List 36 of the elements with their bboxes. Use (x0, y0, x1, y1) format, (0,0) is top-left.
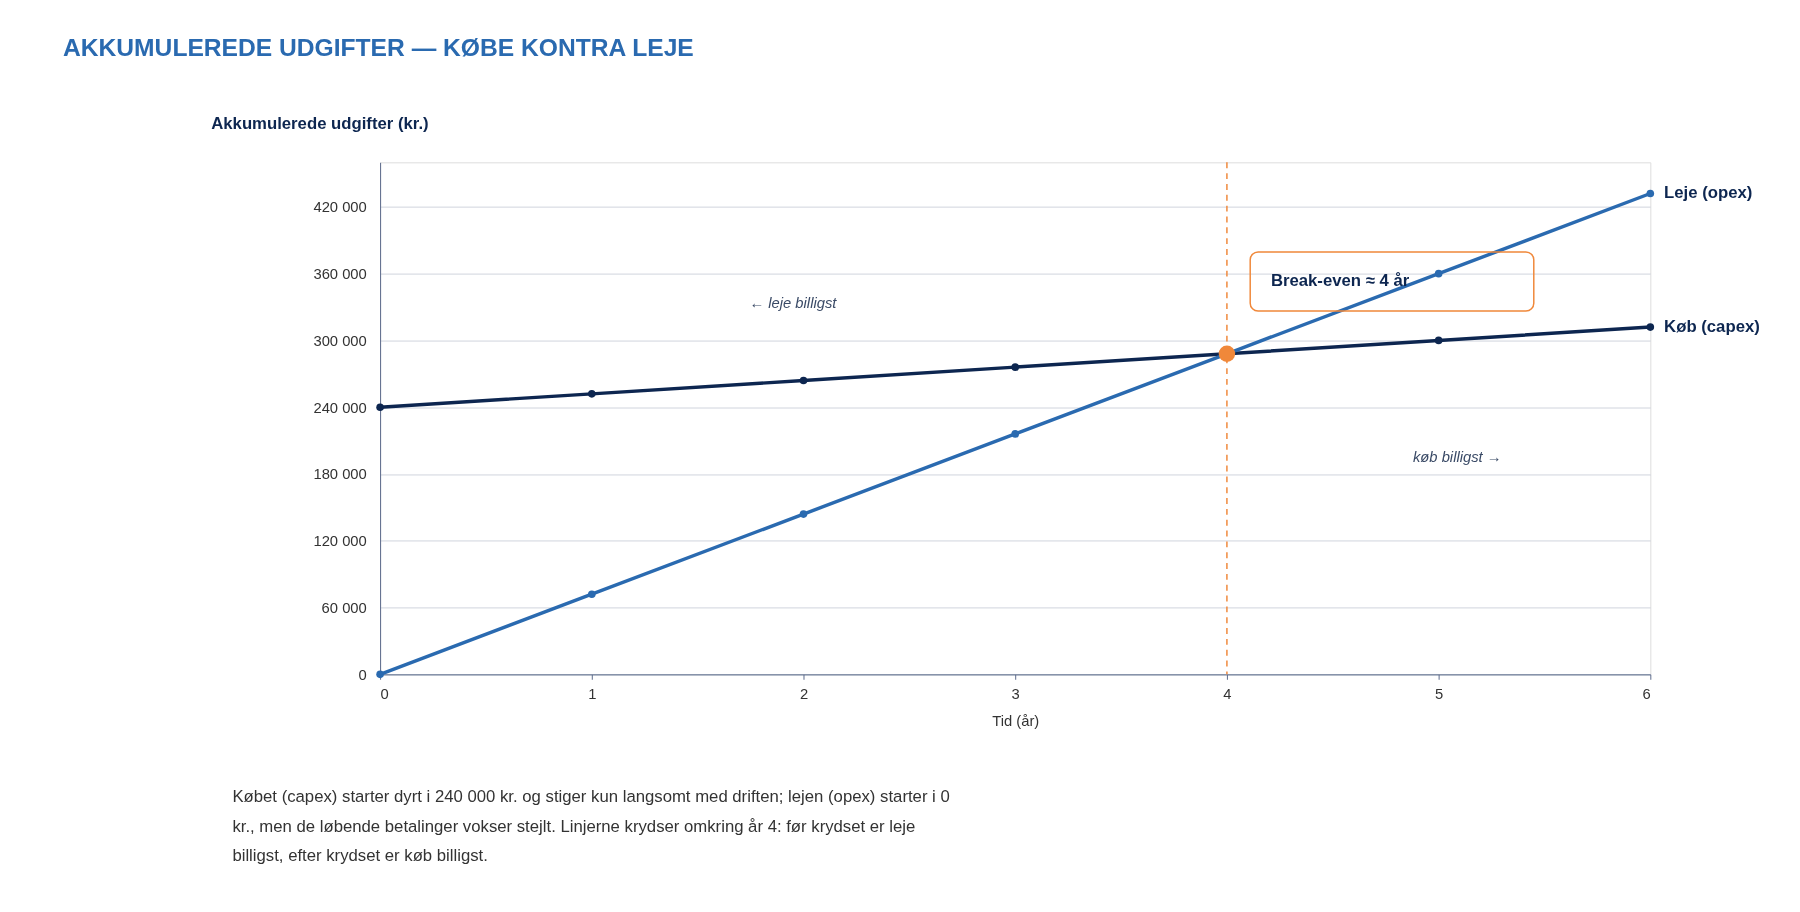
x-tick-label: 1 (588, 686, 597, 703)
x-axis-title: Tid (år) (992, 713, 1040, 730)
y-tick-label: 360 000 (313, 266, 367, 283)
y-tick-label: 420 000 (313, 199, 367, 216)
series-label: Leje (opex) (1664, 183, 1753, 203)
point (1646, 189, 1655, 198)
point (1434, 269, 1443, 278)
y-tick-label: 300 000 (313, 332, 367, 349)
x-tick-label: 3 (1011, 686, 1020, 703)
x-tick-label: 4 (1223, 686, 1232, 703)
point (799, 510, 808, 518)
text: Købet (capex) starter dyrt i 240 000 kr. og stiger kun langsomt med driften; lejen (opex) starter i 0 kr., men de løbende betalinger vokser stejlt. Linjerne krydser omkring år 4: før krydset er leje billigst, efter krydset er køb billigst. (232, 787, 950, 866)
chart-title: AKKUMULEREDE UDGIFTER — KØBE KONTRA LEJE (63, 33, 694, 61)
y-tick-label: 240 000 (313, 399, 367, 416)
y-axis-title: Akkumulerede udgifter (kr.) (211, 114, 429, 134)
point (799, 376, 808, 385)
point (1218, 345, 1236, 363)
x-tick-label: 2 (799, 686, 809, 703)
x-tick-label: 6 (1642, 686, 1651, 703)
x-tick-label: 5 (1435, 686, 1444, 703)
y-tick-label: 180 000 (313, 466, 367, 483)
y-tick-label: 0 (358, 666, 367, 683)
annotation: køb billigst → (1412, 448, 1502, 465)
point (376, 403, 384, 412)
annotation: ← leje billigst (749, 295, 838, 312)
series-label: Køb (capex) (1664, 316, 1760, 336)
x-tick-label: 0 (380, 686, 389, 703)
point (1434, 336, 1443, 345)
y-tick-label: 60 000 (321, 599, 367, 616)
point (587, 390, 596, 398)
y-tick-label: 120 000 (313, 533, 367, 550)
annotation: Break-even ≈ 4 år (1270, 271, 1410, 291)
point (587, 590, 596, 599)
point (1646, 323, 1655, 331)
point (1011, 430, 1020, 438)
point (1011, 363, 1020, 371)
